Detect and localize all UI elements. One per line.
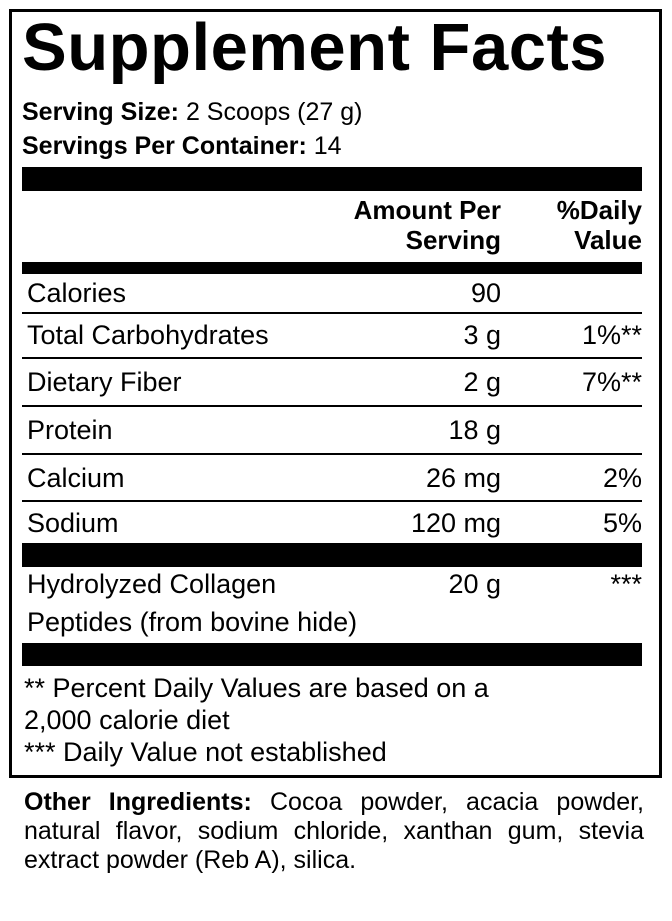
nutrient-amount: 3 g [463,320,501,350]
row-divider [22,500,642,502]
collagen-name-line2: Peptides (from bovine hide) [27,607,358,637]
amount-header-line2: Serving [405,225,501,255]
divider-bar-thick [22,262,642,274]
collagen-name-line1: Hydrolyzed Collagen [27,569,277,599]
nutrient-row: Protein 18 g [22,410,642,450]
footnote-line: 2,000 calorie diet [24,705,230,735]
amount-header-line1: Amount Per [353,195,501,225]
nutrient-row: Dietary Fiber 2 g 7%** [22,362,642,402]
dv-header-line2: Value [574,225,642,255]
other-ingredients-text: Cocoa powder, acacia powder, natural fla… [24,788,644,874]
nutrient-amount: 18 g [448,415,501,445]
nutrient-dv: 7%** [581,367,642,397]
footnote-line: ** Percent Daily Values are based on a [24,673,489,703]
dv-header-line1: %Daily [556,195,642,225]
other-ingredients-label: Other Ingredients: [24,788,252,816]
nutrient-name: Dietary Fiber [27,367,182,397]
servings-per-container-label: Servings Per Container: [22,132,307,160]
amount-per-serving-header: Amount Per Serving [354,195,501,255]
nutrient-amount: 2 g [463,367,501,397]
row-divider [22,453,642,455]
servings-per-container: Servings Per Container: 14 [22,131,342,161]
nutrient-amount: 120 mg [410,508,501,538]
collagen-amount: 20 g [448,569,501,599]
nutrient-row: Sodium 120 mg 5% [22,503,642,543]
footnote-line: *** Daily Value not established [24,737,387,767]
nutrient-name: Sodium [27,508,119,538]
panel-title: Supplement Facts [22,10,608,85]
divider-bar [22,167,642,191]
nutrient-name: Calcium [27,463,125,493]
servings-per-container-value: 14 [313,132,342,160]
collagen-dv: *** [610,569,642,599]
nutrient-row: Total Carbohydrates 3 g 1%** [22,315,642,355]
nutrient-name: Protein [27,415,113,445]
other-ingredients: Other Ingredients: Cocoa powder, acacia … [24,788,644,875]
nutrient-dv: 1%** [581,320,642,350]
serving-size-value: 2 Scoops (27 g) [185,98,363,126]
nutrient-row: Calories 90 [22,273,642,313]
daily-value-header: %Daily Value [557,195,642,255]
collagen-row-cont: Peptides (from bovine hide) [22,602,642,642]
supplement-facts-panel [9,9,662,778]
nutrient-name: Calories [27,278,127,308]
row-divider [22,405,642,407]
nutrient-dv: 5% [602,508,642,538]
nutrient-amount: 90 [470,278,501,308]
row-divider [22,312,642,314]
collagen-row: Hydrolyzed Collagen 20 g *** [22,564,642,604]
serving-size: Serving Size: 2 Scoops (27 g) [22,97,362,127]
nutrient-row: Calcium 26 mg 2% [22,458,642,498]
serving-size-label: Serving Size: [22,98,179,126]
nutrient-amount: 26 mg [425,463,501,493]
nutrient-dv: 2% [602,463,642,493]
row-divider [22,357,642,359]
nutrient-name: Total Carbohydrates [27,320,269,350]
divider-bar [22,543,642,567]
divider-bar [22,643,642,666]
